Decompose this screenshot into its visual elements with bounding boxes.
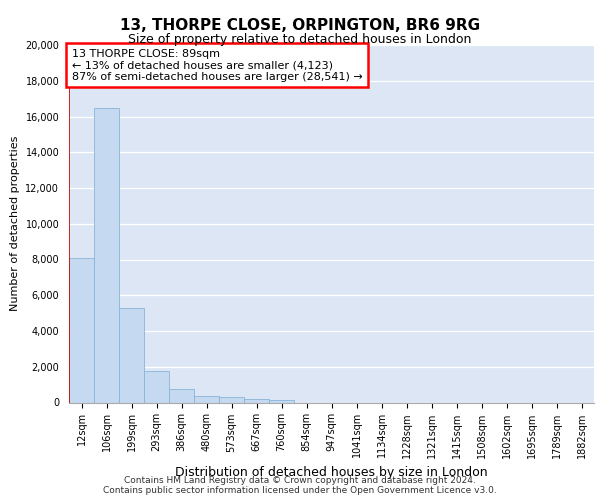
Text: Size of property relative to detached houses in London: Size of property relative to detached ho… (128, 32, 472, 46)
Bar (69, 258, 94, 402)
Bar (119, 308, 144, 402)
Y-axis label: Number of detached properties: Number of detached properties (10, 136, 20, 312)
Bar (269, 400, 294, 402)
Bar (144, 371, 169, 402)
Text: 13 THORPE CLOSE: 89sqm
← 13% of detached houses are smaller (4,123)
87% of semi-: 13 THORPE CLOSE: 89sqm ← 13% of detached… (71, 48, 362, 82)
Text: Contains HM Land Registry data © Crown copyright and database right 2024.: Contains HM Land Registry data © Crown c… (124, 476, 476, 485)
Bar (194, 396, 219, 402)
Text: 13, THORPE CLOSE, ORPINGTON, BR6 9RG: 13, THORPE CLOSE, ORPINGTON, BR6 9RG (120, 18, 480, 32)
Bar (219, 398, 244, 402)
X-axis label: Distribution of detached houses by size in London: Distribution of detached houses by size … (175, 466, 488, 479)
Bar (94, 108, 119, 403)
Bar (244, 399, 269, 402)
Bar (169, 388, 194, 402)
Text: Contains public sector information licensed under the Open Government Licence v3: Contains public sector information licen… (103, 486, 497, 495)
